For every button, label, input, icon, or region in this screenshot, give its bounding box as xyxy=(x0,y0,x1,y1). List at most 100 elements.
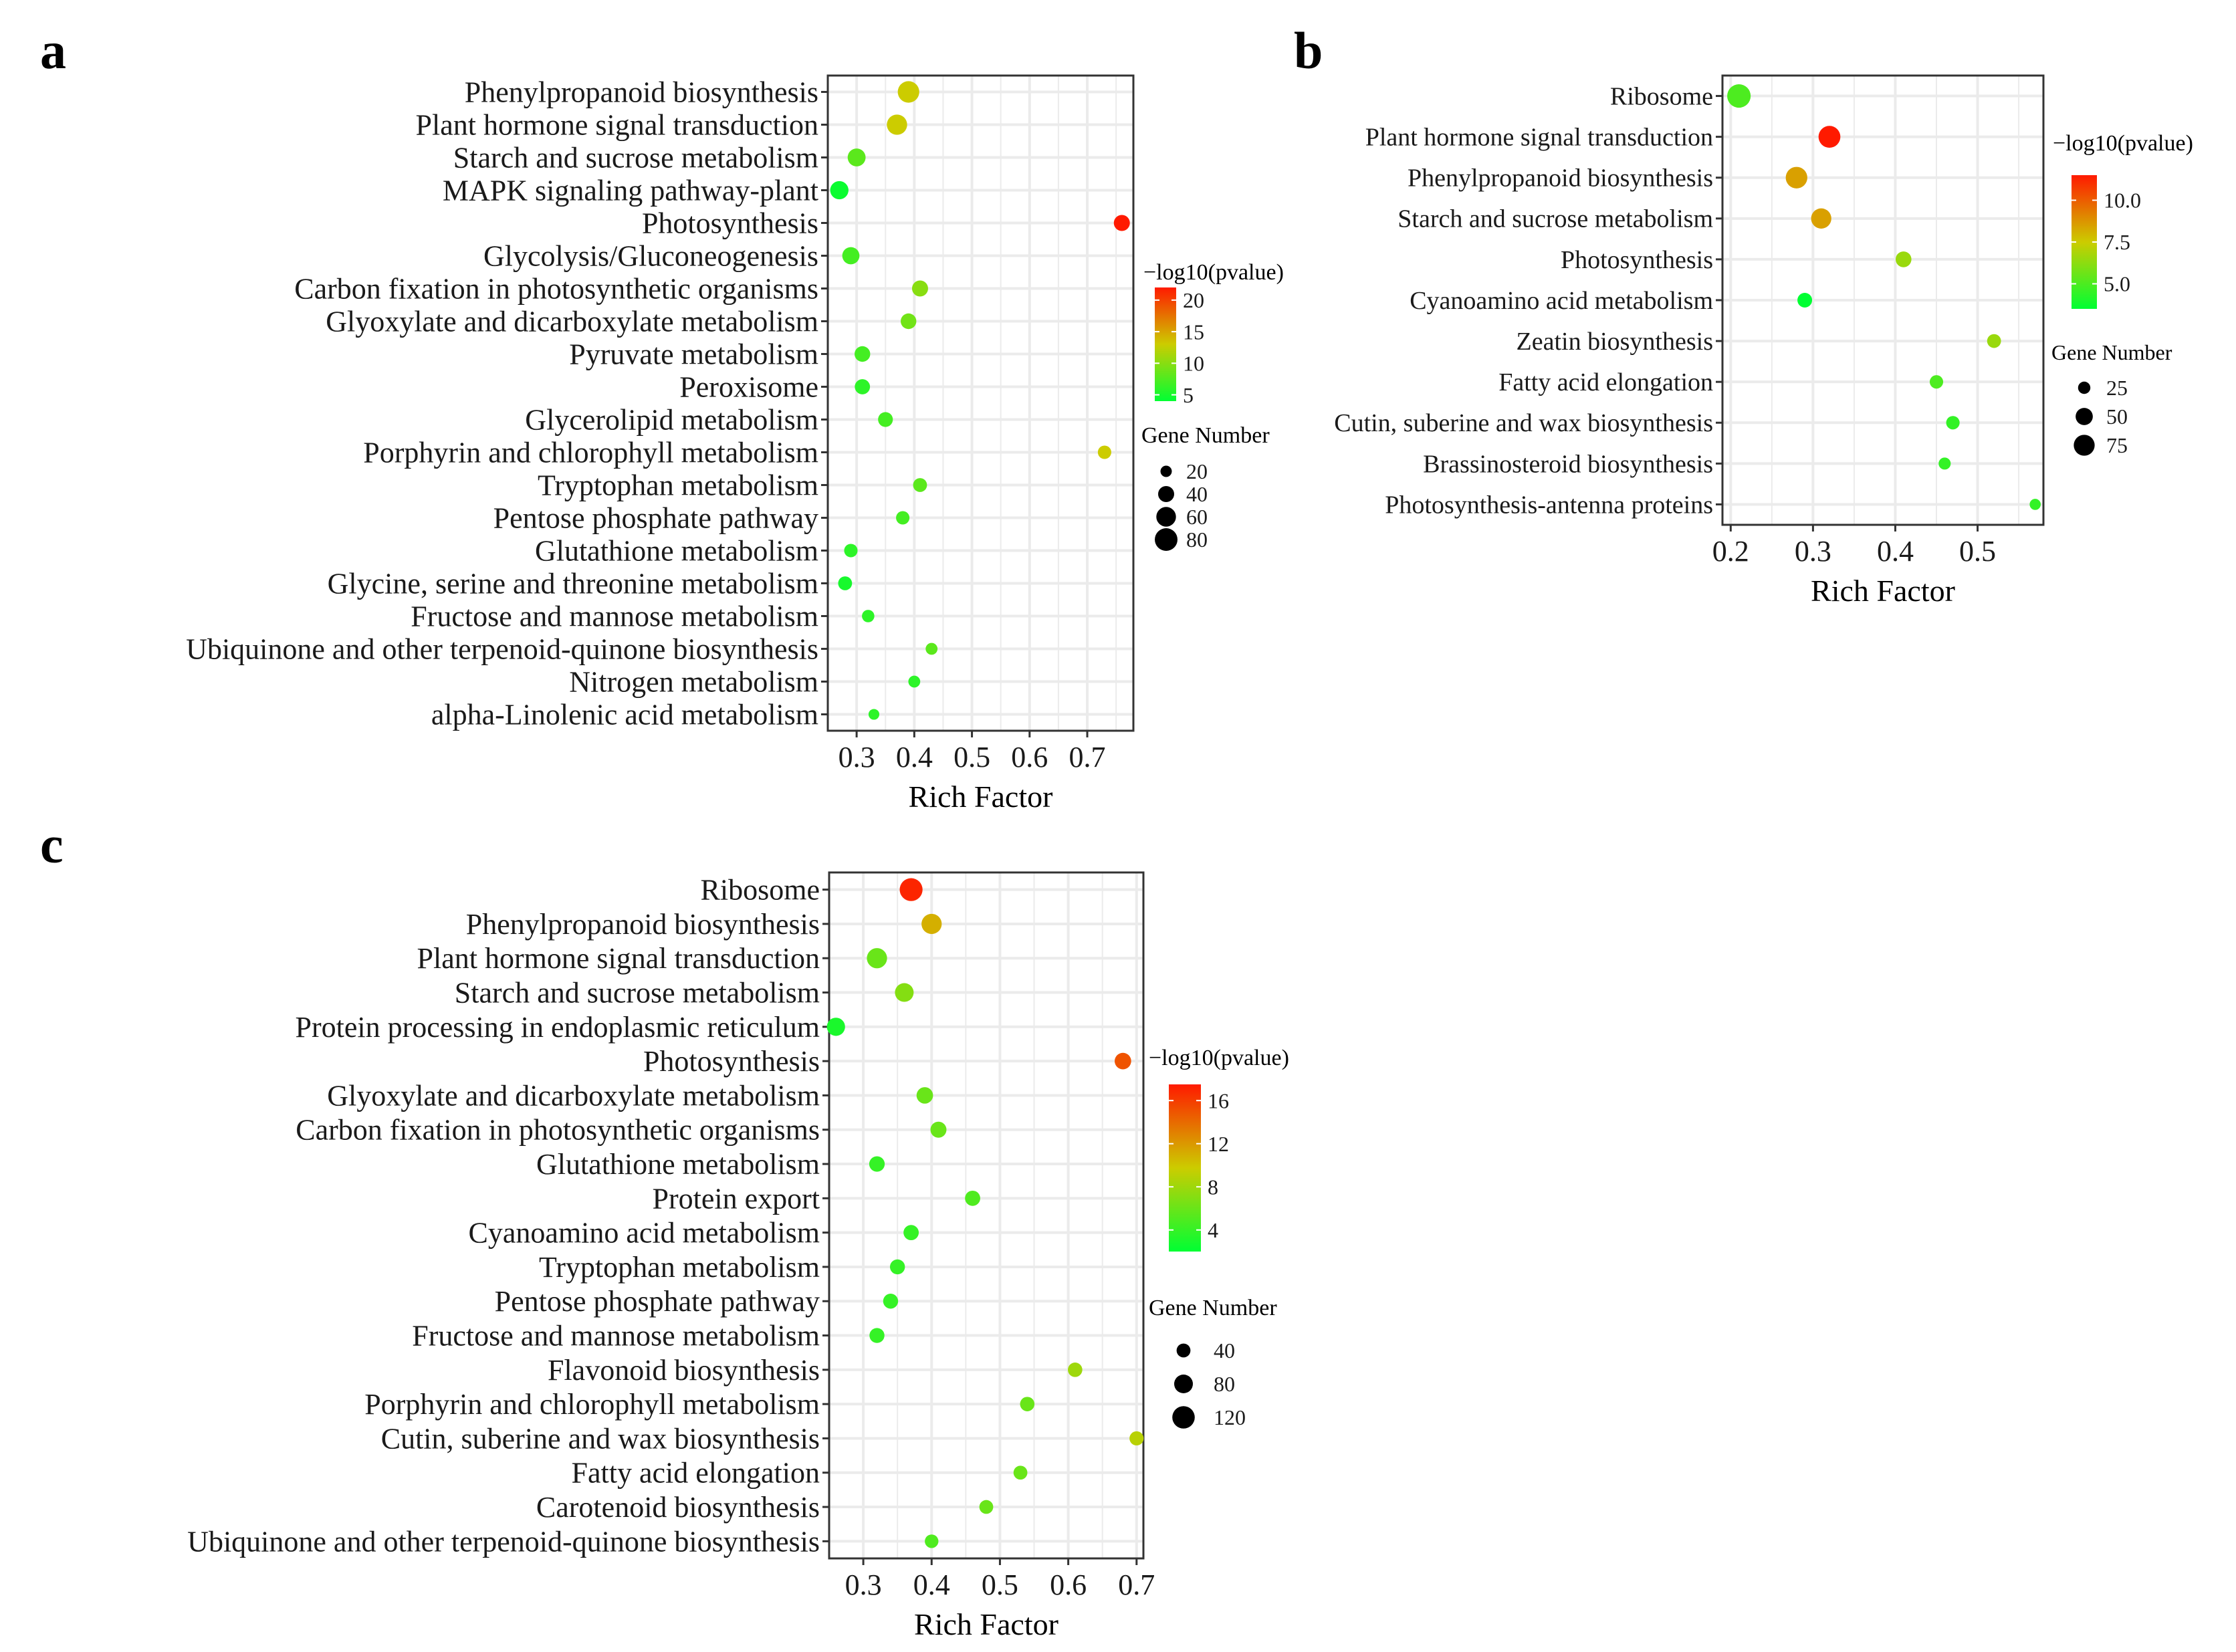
category-label: MAPK signaling pathway-plant xyxy=(443,174,818,207)
color-bar-tick-label: 7.5 xyxy=(2104,230,2130,254)
size-legend-label: 60 xyxy=(1186,505,1208,529)
category-label: Fatty acid elongation xyxy=(572,1457,820,1490)
category-label: Tryptophan metabolism xyxy=(538,469,818,501)
plot-border-c xyxy=(828,871,1145,1560)
category-label: Fatty acid elongation xyxy=(1498,368,1713,396)
category-label: Protein export xyxy=(652,1182,820,1215)
data-point xyxy=(911,280,928,297)
data-point xyxy=(913,478,927,492)
category-label: Plant hormone signal transduction xyxy=(416,108,818,141)
x-tick-label: 0.4 xyxy=(913,1568,950,1601)
data-point xyxy=(1797,293,1813,308)
data-point xyxy=(895,983,914,1002)
data-point xyxy=(855,346,871,362)
size-legend-dot xyxy=(1176,1343,1191,1358)
data-point xyxy=(1129,1431,1144,1446)
data-point xyxy=(1818,126,1841,148)
plot-area-c xyxy=(829,872,1143,1558)
size-legend-label: 50 xyxy=(2106,404,2128,429)
x-tick-label: 0.6 xyxy=(1050,1568,1087,1601)
size-legend-label: 25 xyxy=(2106,376,2128,400)
x-tick-label: 0.3 xyxy=(1795,535,1831,568)
category-label: Ubiquinone and other terpenoid-quinone b… xyxy=(186,632,818,665)
color-bar-tick-label: 16 xyxy=(1208,1088,1229,1112)
x-tick-label: 0.7 xyxy=(1069,741,1106,774)
size-legend-label: 120 xyxy=(1214,1405,1246,1429)
data-point xyxy=(979,1500,994,1514)
category-label: Ribosome xyxy=(1610,82,1713,110)
category-label: Glyoxylate and dicarboxylate metabolism xyxy=(326,305,818,338)
category-label: Carbon fixation in photosynthetic organi… xyxy=(294,272,818,305)
data-point xyxy=(847,148,866,166)
data-point xyxy=(869,1328,885,1343)
size-legend-dot xyxy=(1155,528,1178,551)
data-point xyxy=(838,576,853,590)
size-legend-dot xyxy=(1156,507,1176,527)
data-point xyxy=(889,1259,905,1275)
data-point xyxy=(1113,215,1130,231)
category-label: Pentose phosphate pathway xyxy=(495,1285,820,1318)
category-label: Zeatin biosynthesis xyxy=(1517,328,1713,356)
size-legend-dot xyxy=(1160,465,1172,477)
data-point xyxy=(1946,416,1960,430)
category-label: Ubiquinone and other terpenoid-quinone b… xyxy=(187,1525,820,1558)
x-tick-label: 0.2 xyxy=(1712,535,1749,568)
size-legend-dot xyxy=(1173,1374,1194,1394)
x-tick-label: 0.6 xyxy=(1011,741,1048,774)
data-point xyxy=(869,1156,885,1172)
category-label: Glutathione metabolism xyxy=(536,1148,820,1181)
data-point xyxy=(901,313,917,330)
color-bar-tick-label: 8 xyxy=(1208,1175,1218,1199)
category-label: Glyoxylate and dicarboxylate metabolism xyxy=(327,1079,820,1112)
color-bar-tick-label: 20 xyxy=(1183,288,1204,312)
category-label: Starch and sucrose metabolism xyxy=(455,977,820,1010)
category-label: alpha-Linolenic acid metabolism xyxy=(431,698,818,731)
category-label: Phenylpropanoid biosynthesis xyxy=(1408,164,1713,193)
data-point xyxy=(1938,457,1951,470)
category-label: Nitrogen metabolism xyxy=(569,665,818,698)
data-point xyxy=(842,247,860,265)
category-label: Glycine, serine and threonine metabolism xyxy=(328,567,818,600)
category-label: Porphyrin and chlorophyll metabolism xyxy=(364,1388,820,1421)
data-point xyxy=(867,948,887,969)
data-point xyxy=(897,81,919,103)
data-point xyxy=(908,675,921,688)
category-label: Photosynthesis xyxy=(1561,246,1713,274)
size-legend-dot xyxy=(1158,486,1174,502)
data-point xyxy=(855,379,871,394)
category-label: Cutin, suberine and wax biosynthesis xyxy=(381,1422,820,1455)
size-legend-label: 80 xyxy=(1186,527,1208,552)
data-point xyxy=(925,642,938,655)
size-legend-dot xyxy=(2076,408,2093,425)
data-point xyxy=(887,114,907,135)
data-point xyxy=(896,511,910,525)
category-label: Cyanoamino acid metabolism xyxy=(469,1217,820,1250)
category-label: Tryptophan metabolism xyxy=(539,1251,820,1284)
x-tick-label: 0.4 xyxy=(1877,535,1914,568)
bubble-chart-b: Ribosome Plant hormone signal transductio… xyxy=(1334,74,2193,608)
x-axis-label: Rich Factor xyxy=(909,780,1053,814)
category-label: Protein processing in endoplasmic reticu… xyxy=(295,1011,820,1044)
data-point xyxy=(965,1190,980,1206)
category-label: Starch and sucrose metabolism xyxy=(453,141,818,174)
category-label: Carotenoid biosynthesis xyxy=(536,1491,820,1524)
panel-label-c: c xyxy=(40,816,64,874)
data-point xyxy=(1068,1363,1083,1377)
data-point xyxy=(1727,84,1751,108)
color-bar-tick-label: 5 xyxy=(1183,383,1194,407)
x-tick-label: 0.7 xyxy=(1118,1568,1155,1601)
data-point xyxy=(883,1294,899,1309)
category-label: Cyanoamino acid metabolism xyxy=(1410,287,1713,315)
category-label: Phenylpropanoid biosynthesis xyxy=(465,76,818,108)
data-point xyxy=(1929,375,1944,389)
category-label: Flavonoid biosynthesis xyxy=(548,1354,820,1387)
color-bar-tick-label: 12 xyxy=(1208,1132,1229,1156)
data-point xyxy=(1785,166,1807,189)
data-point xyxy=(903,1225,919,1241)
x-tick-label: 0.5 xyxy=(982,1568,1018,1601)
category-label: Phenylpropanoid biosynthesis xyxy=(466,908,820,941)
data-point xyxy=(2029,499,2041,510)
